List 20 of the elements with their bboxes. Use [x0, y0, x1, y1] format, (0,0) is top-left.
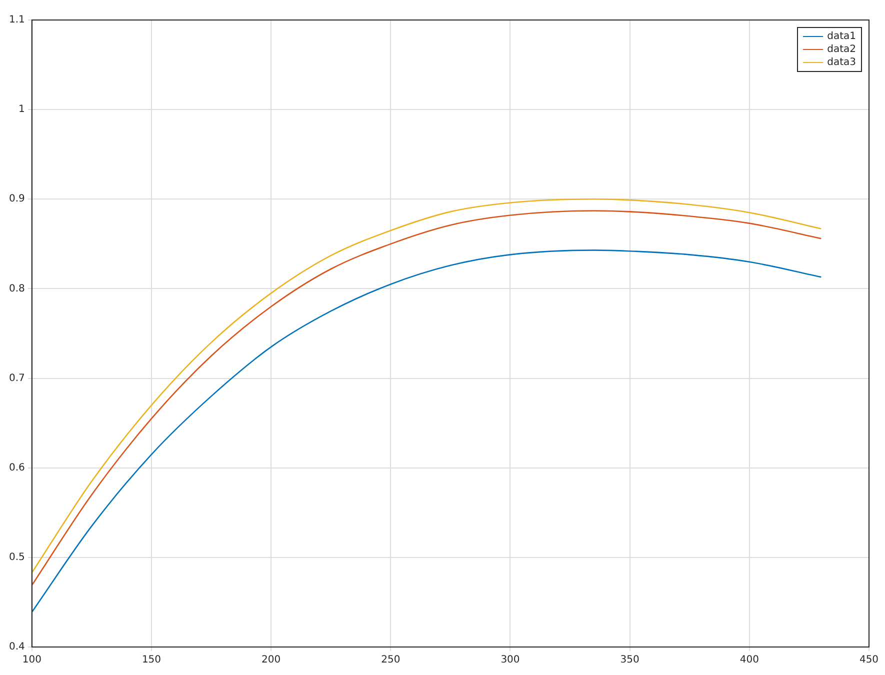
- x-tick-label: 200: [262, 654, 281, 666]
- x-tick-label: 300: [500, 654, 520, 666]
- x-tick-label: 350: [620, 654, 640, 666]
- y-tick-label: 0.4: [8, 642, 25, 653]
- y-tick-label: 0.5: [8, 552, 25, 564]
- x-tick-label: 450: [859, 654, 879, 666]
- y-tick-label: 1: [18, 104, 25, 116]
- legend-label: data3: [827, 56, 856, 69]
- legend-label: data1: [827, 30, 856, 43]
- x-tick-label: 250: [381, 654, 400, 666]
- x-tick-label: 150: [142, 654, 162, 666]
- y-tick-label: 0.9: [8, 194, 25, 205]
- y-tick-label: 1.1: [8, 14, 25, 26]
- y-tick-label: 0.6: [8, 462, 25, 474]
- x-tick-label: 100: [22, 654, 42, 666]
- x-tick-label: 400: [740, 654, 759, 666]
- line-series: [32, 250, 822, 613]
- legend-label: data2: [827, 43, 856, 56]
- y-tick-label: 0.8: [8, 283, 25, 294]
- y-tick-label: 0.7: [8, 372, 25, 384]
